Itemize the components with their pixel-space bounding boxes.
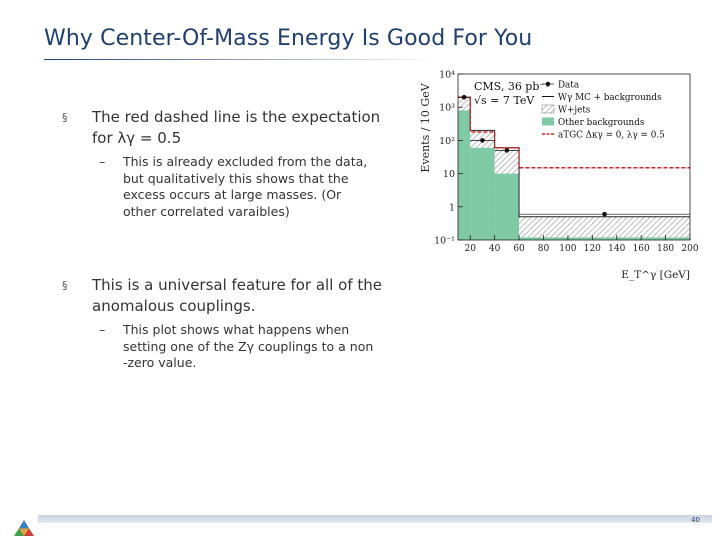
x-tick-label: 140 (608, 244, 625, 254)
slide-title: Why Center-Of-Mass Energy Is Good For Yo… (44, 26, 533, 51)
other-backgrounds-bar (494, 173, 520, 240)
footer-bar (38, 515, 712, 523)
bullet-1-sub-marker: – (99, 154, 106, 169)
bullet-1-sub-line-2: but qualitatively this shows that the (123, 170, 349, 186)
y-tick-label: 10² (439, 136, 455, 147)
legend-marker-wjets (541, 104, 555, 114)
x-tick-label: 180 (657, 244, 674, 254)
x-tick-label: 100 (559, 244, 576, 254)
legend-label: Wγ MC + backgrounds (558, 93, 662, 103)
y-tick-label: 10³ (439, 103, 455, 114)
chart-ylabel: Events / 10 GeV (419, 82, 432, 172)
legend-marker-other (542, 117, 554, 126)
legend-label: aTGC Δκγ = 0, λγ = 0.5 (558, 131, 665, 141)
x-tick-label: 40 (489, 244, 501, 254)
title-underline (44, 59, 444, 60)
x-tick-label: 20 (464, 244, 476, 254)
institution-logo-icon (14, 520, 34, 536)
y-tick-label: 1 (449, 202, 455, 213)
legend-label: W+jets (558, 106, 591, 116)
y-tick-label: 10⁴ (439, 70, 455, 81)
bullet-2-sub-line-3: -zero value. (123, 355, 197, 370)
bullet-1-line-2: for λγ = 0.5 (92, 129, 182, 147)
bullet-2-line-2: anomalous couplings. (92, 297, 256, 315)
chart-subtitle: √s = 7 TeV (474, 94, 535, 107)
x-tick-label: 80 (538, 244, 550, 254)
bullet-2-marker: § (62, 279, 68, 292)
x-tick-label: 160 (633, 244, 650, 254)
other-backgrounds-bar (470, 147, 495, 240)
x-tick-label: 60 (513, 244, 525, 254)
chart-xlabel: E_T^γ [GeV] (621, 269, 690, 281)
bullet-1-sub-line-3: excess occurs at large masses. (Or (123, 187, 342, 202)
bullet-1-sub-line-1: This is already excluded from the data, (123, 154, 368, 169)
x-tick-label: 120 (584, 244, 601, 254)
other-backgrounds-bar (519, 237, 690, 240)
y-tick-label: 10⁻¹ (434, 236, 455, 247)
wjets-bar (519, 216, 690, 240)
other-backgrounds-bar (458, 110, 471, 240)
bullet-2-line-1: This is a universal feature for all of t… (92, 276, 382, 294)
chart-title: CMS, 36 pb⁻¹ (474, 80, 550, 93)
bullet-2-sub-marker: – (99, 322, 106, 337)
bullet-1-marker: § (62, 111, 68, 124)
bullet-2-sub-line-1: This plot shows what happens when (123, 322, 350, 337)
bullet-1-line-1: The red dashed line is the expectation (92, 108, 381, 126)
plot-frame (457, 73, 691, 241)
x-tick-label: 200 (681, 244, 698, 254)
y-tick-label: 10 (443, 169, 455, 180)
bullet-1-sub-line-4: other correlated varaibles) (123, 203, 290, 219)
bullet-2-sub-line-2: setting one of the Zγ couplings to a non (123, 338, 374, 354)
page-number: 40 (691, 516, 700, 524)
legend-label: Other backgrounds (558, 118, 645, 128)
atgc-line (458, 96, 690, 169)
et-gamma-spectrum-chart: 10⁻¹ 1 10 10² 10³ 10⁴ 20 40 60 80 100 120 140 160 180 2… (419, 70, 698, 282)
legend-label: Data (558, 81, 579, 91)
